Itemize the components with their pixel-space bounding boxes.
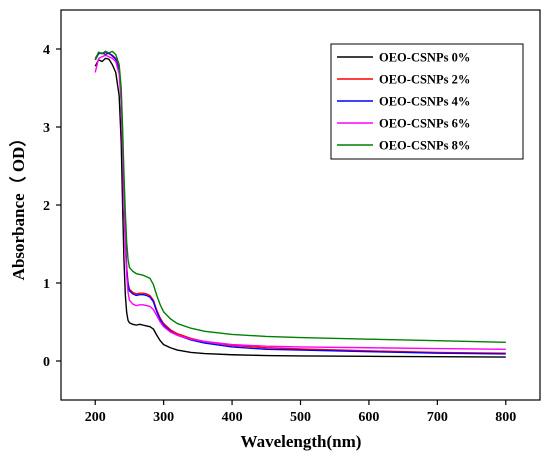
y-axis-title: Absorbance（ OD） [8, 130, 28, 281]
legend-label: OEO-CSNPs 8% [379, 139, 470, 153]
y-tick-label: 2 [43, 199, 50, 214]
y-tick-label: 1 [43, 277, 50, 292]
legend-label: OEO-CSNPs 4% [379, 95, 470, 109]
legend-label: OEO-CSNPs 6% [379, 117, 470, 131]
series-line [94, 54, 506, 350]
x-tick-label: 800 [495, 410, 516, 425]
series-line [94, 57, 506, 358]
legend: OEO-CSNPs 0% OEO-CSNPs 2% OEO-CSNPs 4% OEO-… [330, 43, 524, 160]
x-tick-label: 200 [85, 410, 106, 425]
x-tick-label: 600 [358, 410, 379, 425]
x-tick-label: 500 [290, 410, 311, 425]
x-tick-label: 700 [427, 410, 448, 425]
series-line [94, 50, 506, 343]
axis-ticks: 200 300 400 500 600 700 800 0 1 2 3 4 [43, 43, 516, 425]
series-line [94, 52, 506, 355]
x-tick-label: 300 [153, 410, 174, 425]
legend-label: OEO-CSNPs 0% [379, 51, 470, 65]
y-tick-label: 4 [43, 43, 50, 58]
y-tick-label: 3 [43, 121, 50, 136]
series-lines [94, 50, 506, 358]
x-axis-title: Wavelength(nm) [241, 432, 362, 451]
x-tick-label: 400 [222, 410, 243, 425]
y-tick-label: 0 [43, 355, 50, 370]
legend-label: OEO-CSNPs 2% [379, 73, 470, 87]
